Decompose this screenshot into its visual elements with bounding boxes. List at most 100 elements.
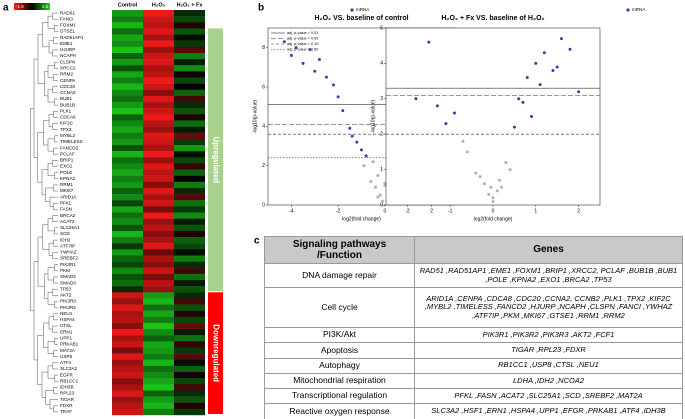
heat-cell (174, 77, 205, 84)
heat-cell (174, 255, 205, 262)
y-tick-label: 3 (380, 96, 383, 102)
heat-cell (174, 34, 205, 41)
legend-label: adj. p-value = 0.50 (287, 48, 318, 52)
heat-cell (174, 132, 205, 140)
point (542, 51, 546, 55)
gene-label: MKI67 (60, 188, 74, 193)
heat-cell (143, 89, 174, 97)
x-tick-label: 0 (383, 208, 386, 214)
heat-cell (143, 378, 174, 385)
heat-cell (174, 341, 205, 348)
pathway-cell: Mitochondrial respiration (264, 372, 415, 390)
heat-cell (143, 95, 174, 103)
genes-cell: PIK3R1 ,PIK3R2 ,PIK3R3 ,AKT2 ,FCF1 (414, 326, 683, 344)
heat-cell (143, 102, 174, 109)
gene-label: ERN1 (60, 329, 73, 334)
heat-cell (112, 224, 143, 232)
heat-cell (112, 28, 143, 35)
gene-label: ACAT2 (60, 219, 75, 224)
point (487, 192, 491, 196)
heat-cell (174, 28, 205, 35)
heat-cell (174, 353, 205, 360)
heat-cell (112, 34, 143, 41)
point (289, 54, 293, 58)
gene-label: EGFR (60, 372, 73, 377)
gene-label: SREBF2 (60, 256, 78, 261)
gene-label: CENPA (60, 78, 76, 83)
heat-cell (112, 169, 143, 176)
heat-cell (143, 261, 174, 268)
heat-cell (174, 200, 205, 207)
point (508, 168, 512, 172)
heat-cell (112, 298, 143, 305)
point (534, 61, 538, 65)
panel-label: a (3, 3, 9, 14)
legend-label: adj. p-value = 0.10 (287, 42, 318, 46)
gene-label: CDC20 (60, 84, 76, 89)
heat-cell (174, 280, 205, 287)
y-axis-label: -log10(p-value) (370, 99, 376, 133)
heat-cell (143, 273, 174, 281)
heat-cell (174, 384, 205, 391)
heat-cell (143, 384, 174, 391)
gene-label: FASN (60, 207, 72, 212)
heat-cell (143, 396, 174, 403)
heat-cell (112, 230, 143, 238)
heat-cell (143, 46, 174, 54)
point (282, 40, 286, 44)
table-header: Signaling pathways /Function Genes (264, 236, 683, 264)
heat-cell (174, 120, 205, 127)
heat-cell (174, 408, 205, 416)
heat-cell (112, 40, 143, 48)
point (491, 199, 495, 203)
pathway-cell: Autophagy (264, 357, 415, 374)
point (350, 134, 354, 138)
point (495, 189, 499, 193)
gene-label: USP8 (60, 354, 72, 359)
point (500, 185, 504, 189)
heat-cell (174, 304, 205, 311)
header-cell: Signaling pathways /Function (264, 236, 415, 264)
heat-cell (143, 329, 174, 336)
legend-label: mRNA (356, 7, 369, 12)
point (371, 160, 375, 164)
heat-cell (174, 249, 205, 256)
point (465, 150, 469, 154)
heat-cell (112, 273, 143, 281)
heat-cell (174, 95, 205, 103)
heat-cell (174, 390, 205, 397)
gene-label: KPNA2 (60, 176, 76, 181)
y-tick-label: 1 (380, 167, 383, 173)
gene-label: SMAD3 (60, 280, 76, 285)
heat-cell (174, 102, 205, 109)
heat-cell (143, 145, 174, 152)
heat-cell (174, 316, 205, 324)
gene-label: HSPA4 (60, 317, 75, 322)
heat-cell (174, 138, 205, 146)
heat-cell (174, 273, 205, 281)
gene-label: XRCC2 (60, 66, 76, 71)
y-tick-label: 0 (380, 202, 383, 208)
gene-label: RAD51 (60, 10, 75, 15)
table-row: Mitochondrial respiration LDHA ,IDH2 ,NCO… (264, 372, 683, 390)
heat-cell (174, 10, 205, 17)
heat-cell (112, 120, 143, 127)
point (478, 175, 482, 179)
heat-cell (143, 322, 174, 330)
heat-cell (112, 408, 143, 416)
heat-cell (112, 310, 143, 318)
heat-cell (112, 102, 143, 109)
gene-label: UPP1 (60, 336, 72, 341)
group-bar (208, 28, 223, 292)
heat-cell (112, 218, 143, 225)
heat-cell (112, 347, 143, 354)
group-label: Downregulated (211, 324, 220, 382)
heat-cell (112, 157, 143, 164)
point (559, 37, 563, 41)
y-tick-label: 5 (380, 25, 383, 31)
heat-cell (112, 145, 143, 152)
point (383, 181, 387, 185)
heat-cell (143, 237, 174, 244)
y-tick-label: 0 (262, 202, 265, 208)
